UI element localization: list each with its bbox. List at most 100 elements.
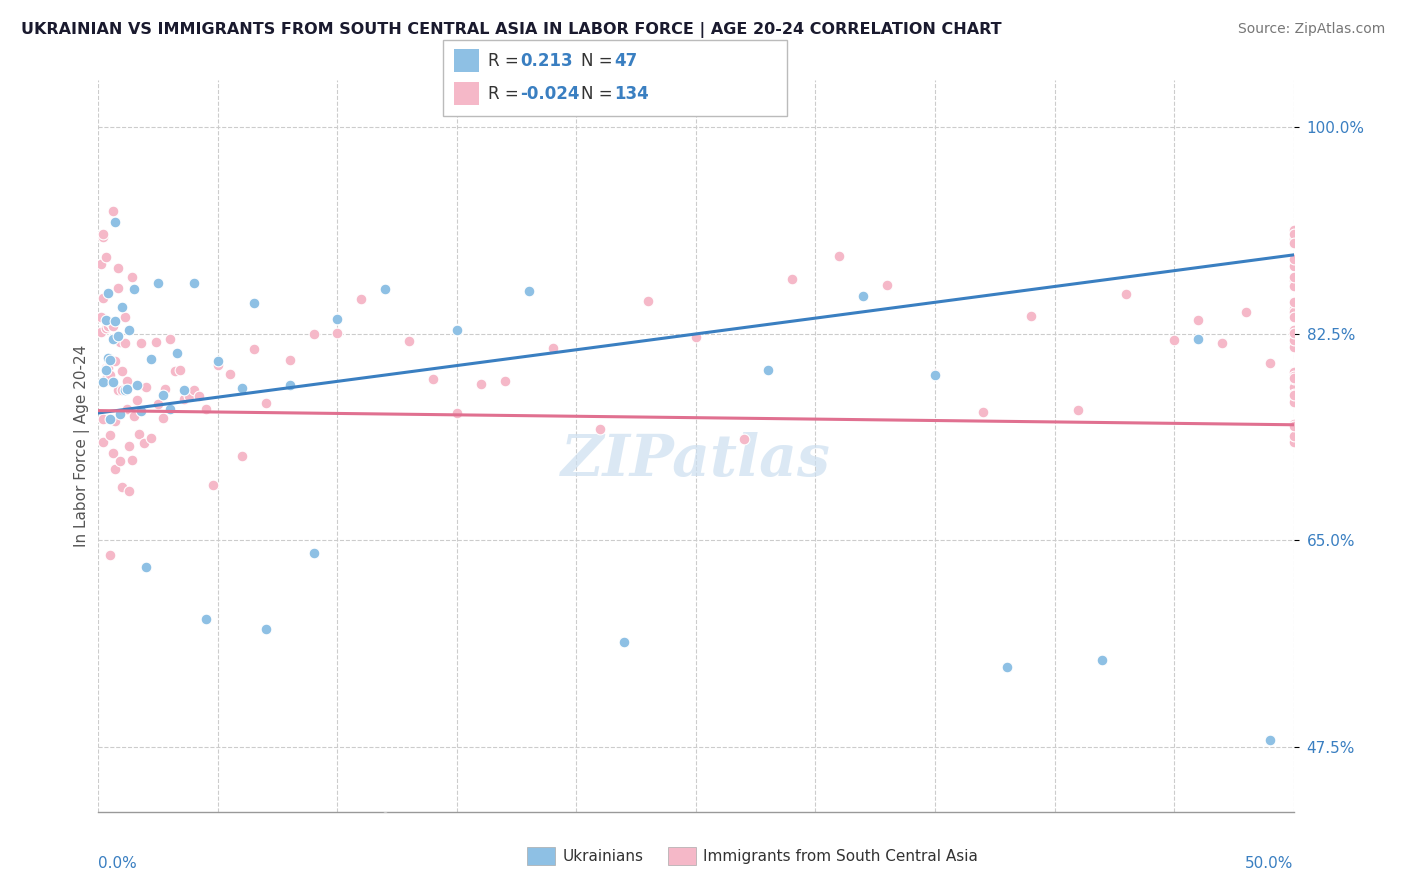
Point: [125, 378, 148, 392]
Point: [243, 296, 266, 310]
Point: [118, 323, 141, 337]
Point: [541, 342, 564, 356]
Point: [231, 449, 253, 463]
Point: [398, 334, 420, 348]
Point: [1282, 434, 1305, 449]
Point: [101, 375, 124, 389]
Point: [97, 351, 120, 365]
Point: [1282, 232, 1305, 246]
Point: [1282, 252, 1305, 266]
Point: [118, 483, 141, 498]
Point: [446, 406, 468, 420]
Point: [91, 229, 114, 244]
Point: [128, 427, 150, 442]
Point: [1282, 334, 1305, 348]
Point: [1282, 365, 1305, 379]
Point: [91, 375, 114, 389]
Text: -0.024: -0.024: [520, 85, 579, 103]
Text: Source: ZipAtlas.com: Source: ZipAtlas.com: [1237, 22, 1385, 37]
Point: [135, 380, 157, 394]
Point: [90, 256, 112, 270]
Point: [169, 363, 191, 377]
Point: [139, 431, 162, 445]
Point: [98, 412, 122, 426]
Point: [1282, 365, 1305, 379]
Text: ZIPatlas: ZIPatlas: [561, 433, 831, 489]
Point: [159, 332, 181, 346]
Point: [104, 462, 127, 476]
Point: [152, 411, 174, 425]
Point: [1282, 305, 1305, 319]
Point: [374, 282, 396, 296]
Point: [125, 392, 148, 407]
Point: [179, 389, 201, 403]
Point: [111, 383, 134, 397]
Point: [115, 382, 138, 396]
Point: [1258, 732, 1281, 747]
Point: [243, 342, 266, 356]
Point: [104, 314, 127, 328]
Point: [1282, 369, 1305, 384]
Point: [1282, 226, 1305, 240]
Point: [91, 435, 114, 450]
Point: [995, 660, 1018, 674]
Point: [101, 204, 124, 219]
Point: [148, 397, 170, 411]
Point: [1282, 326, 1305, 340]
Point: [1282, 433, 1305, 447]
Point: [183, 276, 205, 290]
Point: [97, 319, 120, 334]
Point: [1282, 395, 1305, 409]
Point: [1282, 371, 1305, 385]
Point: [121, 269, 143, 284]
Point: [207, 358, 229, 372]
Text: Ukrainians: Ukrainians: [562, 849, 644, 863]
Point: [97, 285, 120, 300]
Point: [111, 300, 134, 314]
Point: [152, 388, 174, 402]
Y-axis label: In Labor Force | Age 20-24: In Labor Force | Age 20-24: [75, 345, 90, 547]
Point: [98, 353, 122, 368]
Point: [219, 368, 242, 382]
Point: [1282, 301, 1305, 316]
Point: [302, 545, 325, 559]
Point: [94, 313, 117, 327]
Point: [124, 409, 146, 423]
Point: [1282, 419, 1305, 434]
Point: [131, 404, 153, 418]
Text: R =: R =: [488, 52, 524, 70]
Point: [114, 335, 136, 350]
Point: [589, 422, 612, 436]
Point: [1091, 653, 1114, 667]
Point: [166, 345, 188, 359]
Text: Immigrants from South Central Asia: Immigrants from South Central Asia: [703, 849, 979, 863]
Point: [107, 328, 129, 343]
Point: [195, 611, 218, 625]
Point: [131, 336, 153, 351]
Point: [517, 284, 540, 298]
Point: [924, 367, 946, 381]
Point: [114, 310, 136, 325]
Point: [1282, 335, 1305, 350]
Point: [1282, 294, 1305, 309]
Point: [94, 251, 117, 265]
Point: [1282, 279, 1305, 293]
Point: [94, 372, 117, 386]
Point: [94, 374, 117, 388]
Point: [1282, 387, 1305, 401]
Point: [163, 364, 186, 378]
Text: 0.213: 0.213: [520, 52, 572, 70]
Point: [278, 353, 301, 368]
Point: [94, 360, 117, 375]
Point: [1282, 417, 1305, 431]
Point: [972, 405, 994, 419]
Point: [828, 249, 851, 263]
Point: [1282, 327, 1305, 342]
Point: [98, 368, 122, 382]
Point: [1234, 304, 1257, 318]
Point: [108, 407, 131, 421]
Point: [446, 323, 468, 337]
Point: [1187, 313, 1209, 327]
Point: [91, 291, 114, 305]
Point: [278, 378, 301, 392]
